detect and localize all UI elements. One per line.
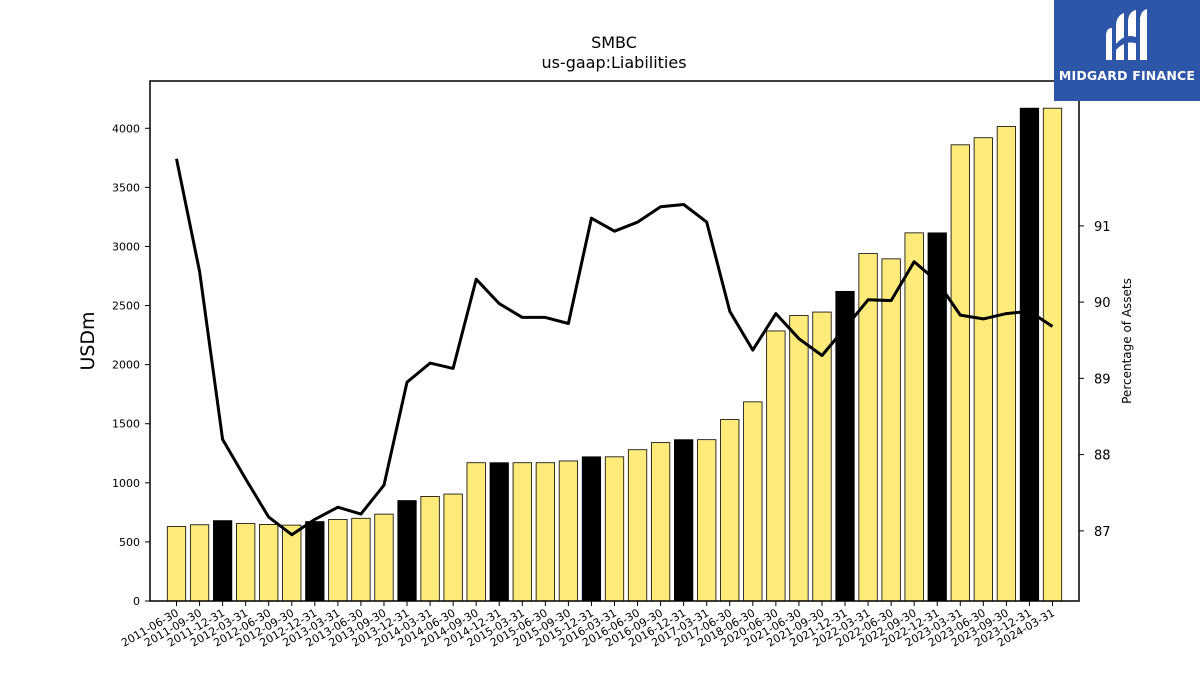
y-axis-left: 0 500 1000 1500 2000 2500 3000 3500 4000	[112, 122, 150, 608]
bar	[697, 439, 717, 602]
bar	[743, 401, 763, 602]
x-axis: 2011-06-302011-09-302011-12-312012-03-31…	[119, 601, 1057, 650]
bar	[650, 442, 671, 602]
y2-axis-label: Percentage of Assets	[1120, 278, 1134, 404]
bar	[674, 439, 694, 602]
bar	[627, 449, 648, 602]
y-tick-label: 4000	[112, 122, 140, 135]
bar	[996, 126, 1017, 602]
y-axis-label: USDm	[77, 311, 99, 370]
y2-tick-label: 91	[1094, 220, 1111, 235]
bar	[236, 523, 256, 602]
bar	[720, 419, 740, 602]
bar	[443, 493, 463, 602]
bar	[420, 496, 440, 602]
y2-tick-label: 89	[1094, 372, 1111, 387]
bar	[789, 315, 809, 602]
bar	[927, 232, 947, 602]
y-tick-label: 0	[133, 595, 140, 608]
y2-tick-label: 90	[1094, 296, 1111, 311]
bar	[351, 517, 371, 602]
bar	[973, 137, 993, 602]
bar	[766, 330, 786, 602]
y-tick-label: 1000	[112, 477, 140, 490]
y2-tick-label: 87	[1094, 525, 1111, 540]
bar	[466, 462, 486, 602]
bar	[282, 524, 302, 602]
bar	[305, 521, 325, 602]
bar	[904, 232, 924, 602]
bar	[512, 462, 532, 602]
y-tick-label: 3000	[112, 240, 140, 253]
y2-tick-label: 88	[1094, 449, 1111, 464]
y-axis-right: 87 88 89 90 91	[1079, 220, 1111, 540]
bar	[397, 500, 417, 602]
series-line	[175, 158, 1054, 537]
bar	[189, 524, 210, 602]
bar	[950, 144, 970, 602]
bar	[535, 462, 555, 602]
bar	[259, 524, 279, 602]
bar	[881, 258, 901, 602]
bar	[328, 519, 348, 602]
bar	[558, 460, 579, 602]
line-layer	[175, 158, 1054, 537]
bar	[581, 456, 602, 602]
logo-text: MIDGARD FINANCE	[1058, 68, 1196, 83]
logo-mark-icon	[1106, 9, 1147, 60]
bar	[489, 462, 509, 602]
bars-layer	[166, 107, 1063, 602]
bar	[1019, 107, 1040, 602]
bar	[1042, 107, 1063, 602]
bar	[374, 513, 394, 602]
bar	[604, 456, 625, 602]
brand-logo: MIDGARD FINANCE	[1054, 0, 1200, 101]
bar	[212, 520, 233, 602]
bar	[166, 526, 187, 602]
y-tick-label: 3500	[112, 181, 140, 194]
chart-subtitle: us-gaap:Liabilities	[541, 53, 686, 72]
chart-title: SMBC	[591, 33, 637, 52]
y-tick-label: 2000	[112, 359, 140, 372]
y-tick-label: 1500	[112, 418, 140, 431]
y-tick-label: 2500	[112, 300, 140, 313]
y-tick-label: 500	[119, 536, 140, 549]
